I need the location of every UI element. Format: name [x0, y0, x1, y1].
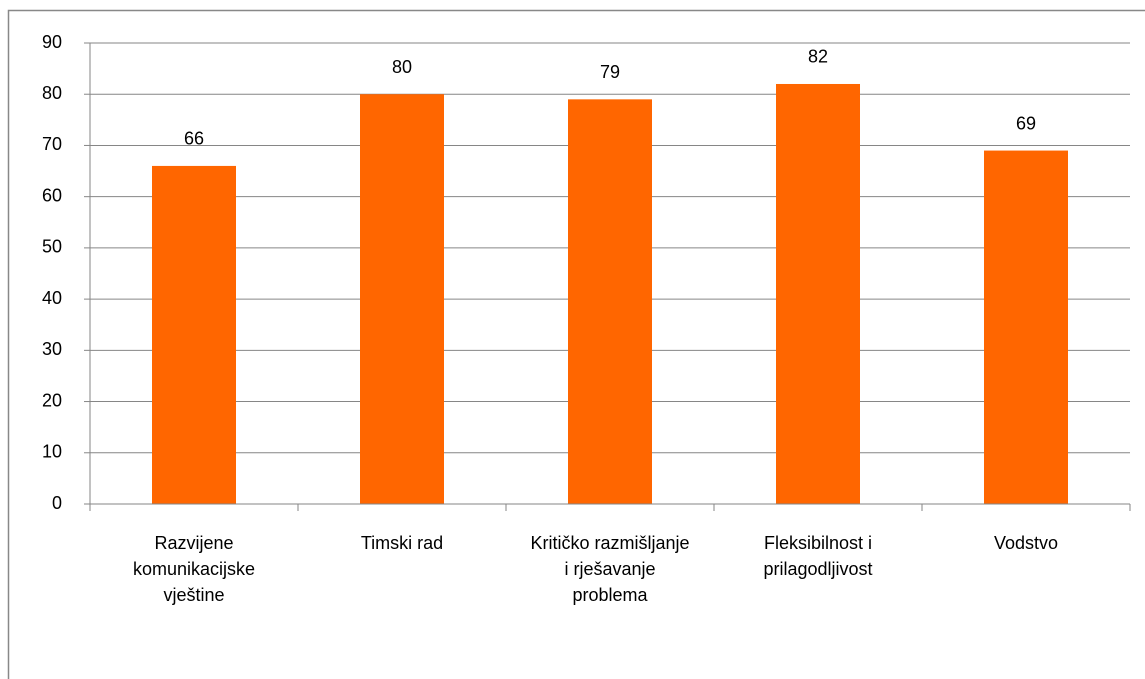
bar	[984, 150, 1068, 505]
data-label: 66	[184, 129, 204, 149]
x-tick-label: Timski rad	[360, 533, 444, 553]
data-label: 82	[808, 47, 828, 67]
y-tick-label: 50	[42, 237, 62, 257]
bar	[360, 94, 444, 504]
bar	[152, 165, 236, 504]
y-tick-label: 90	[42, 32, 62, 52]
y-tick-label: 20	[42, 390, 62, 410]
x-tick-label: Fleksibilnost i prilagodljivost	[763, 533, 873, 579]
chart-frame	[7, 9, 1145, 679]
data-label: 69	[1016, 113, 1036, 133]
y-tick-label: 40	[42, 288, 62, 308]
y-tick-label: 30	[42, 339, 62, 359]
x-tick-label: Kritičko razmišljanje i rješavanje probl…	[530, 533, 690, 605]
bar	[776, 83, 860, 504]
data-label: 79	[600, 62, 620, 82]
x-tick-label: Vodstvo	[993, 533, 1059, 553]
data-label: 80	[392, 57, 412, 77]
y-tick-label: 60	[42, 185, 62, 205]
bar	[568, 99, 652, 504]
y-tick-label: 70	[42, 134, 62, 154]
y-tick-label: 0	[52, 493, 62, 513]
y-tick-label: 10	[42, 442, 62, 462]
y-tick-label: 80	[42, 83, 62, 103]
x-tick-label: Razvijene komunikacijske vještine	[132, 533, 256, 605]
